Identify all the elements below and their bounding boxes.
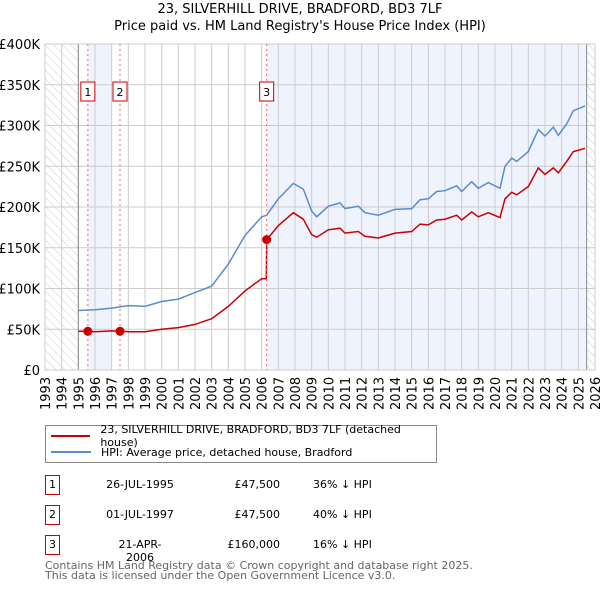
hpi-line (78, 105, 586, 312)
sale-price: £47,500 (234, 478, 281, 491)
x-tick-label: 1998 (122, 377, 137, 410)
x-tick-label: 2005 (239, 377, 254, 410)
price-chart: 1 2 3 £0 £50K £100K £150K £200K £250K £300K £350K £… (0, 38, 600, 410)
chart-title: 23, SILVERHILL DRIVE, BRADFORD, BD3 7LF (157, 2, 443, 17)
x-tick-label: 1996 (89, 377, 104, 410)
sale-label-box (259, 81, 275, 102)
sale-date: 26-JUL-1995 (106, 478, 174, 491)
x-tick-label: 1994 (56, 377, 71, 410)
table-row: 3 21-APR-2006 £160,000 16% ↓ HPI (45, 535, 445, 564)
x-tick-label: 1995 (72, 377, 87, 410)
x-tick-label: 2022 (522, 377, 537, 410)
x-tick-label: 2006 (256, 377, 271, 410)
table-row: 1 26-JUL-1995 £47,500 36% ↓ HPI (45, 475, 445, 495)
x-tick-label: 2003 (206, 377, 221, 410)
x-tick-label: 2017 (439, 377, 454, 410)
legend: 23, SILVERHILL DRIVE, BRADFORD, BD3 7LF … (45, 423, 437, 463)
x-tick-label: 2024 (556, 377, 571, 410)
footer-copyright: Contains HM Land Registry data © Crown c… (45, 559, 473, 572)
x-tick-label: 2010 (322, 377, 337, 410)
sale-hpi-diff: 36% ↓ HPI (313, 478, 372, 491)
x-tick-label: 2019 (472, 377, 487, 410)
sale-label-box (80, 81, 96, 102)
x-tick-label: 2011 (339, 377, 354, 410)
legend-item-property: 23, SILVERHILL DRIVE, BRADFORD, BD3 7LF … (51, 423, 436, 449)
sale-price: £160,000 (227, 538, 281, 551)
sale-label-box (112, 81, 128, 102)
sale-number: 3 (45, 535, 60, 555)
x-tick-label: 2015 (406, 377, 421, 410)
sale-price: £47,500 (234, 508, 281, 521)
x-tick-label: 2001 (172, 377, 187, 410)
x-tick-label: 2002 (189, 377, 204, 410)
x-tick-label: 2023 (539, 377, 554, 410)
y-tick-label: £150K (0, 242, 40, 257)
sale-hpi-diff: 40% ↓ HPI (313, 508, 372, 521)
sale-point (115, 326, 125, 336)
x-tick-label: 2000 (156, 377, 171, 410)
table-row: 2 01-JUL-1997 £47,500 40% ↓ HPI (45, 505, 445, 525)
sale-hpi-diff: 16% ↓ HPI (313, 538, 372, 551)
sale-label: 2 (117, 86, 124, 99)
x-tick-label: 1993 (39, 377, 54, 410)
x-tick-label: 2021 (506, 377, 521, 410)
footer-licence: This data is licensed under the Open Gov… (45, 569, 396, 582)
legend-swatch-property (51, 435, 91, 437)
x-tick-label: 1999 (139, 377, 154, 410)
x-tick-label: 2018 (456, 377, 471, 410)
x-tick-label: 2026 (589, 377, 600, 410)
legend-label-property: 23, SILVERHILL DRIVE, BRADFORD, BD3 7LF … (100, 423, 401, 449)
property-price-line (78, 147, 586, 333)
x-tick-label: 2007 (272, 377, 287, 410)
sale-number: 1 (45, 475, 60, 495)
legend-swatch-hpi (51, 451, 91, 453)
legend-label-hpi: HPI: Average price, detached house, Brad… (101, 445, 353, 459)
y-tick-label: £250K (0, 160, 40, 175)
sale-label: 1 (84, 86, 91, 99)
sale-number: 2 (45, 505, 60, 525)
x-tick-label: 2012 (356, 377, 371, 410)
x-tick-label: 2009 (306, 377, 321, 410)
plot-border (44, 43, 596, 371)
x-tick-label: 1997 (106, 377, 121, 410)
sale-date: 21-APR-2006 (118, 538, 162, 564)
legend-item-hpi: HPI: Average price, detached house, Brad… (51, 444, 352, 460)
y-tick-label: £200K (0, 201, 40, 216)
x-tick-label: 2020 (489, 377, 504, 410)
y-tick-label: £400K (0, 38, 40, 53)
sale-date: 01-JUL-1997 (106, 508, 174, 521)
y-tick-label: £100K (0, 283, 40, 298)
x-tick-label: 2025 (572, 377, 587, 410)
x-tick-label: 2013 (372, 377, 387, 410)
chart-subtitle: Price paid vs. HM Land Registry's House … (114, 19, 486, 34)
x-tick-label: 2004 (222, 377, 237, 410)
x-tick-label: 2014 (389, 377, 404, 410)
y-tick-label: £350K (0, 79, 40, 94)
x-tick-label: 2008 (289, 377, 304, 410)
x-tick-label: 2016 (422, 377, 437, 410)
sale-point (83, 326, 93, 336)
y-tick-label: £300K (0, 120, 40, 135)
sale-point (262, 235, 272, 245)
sale-label: 3 (263, 86, 270, 99)
y-tick-label: £50K (7, 323, 41, 338)
y-tick-label: £0 (23, 364, 40, 379)
